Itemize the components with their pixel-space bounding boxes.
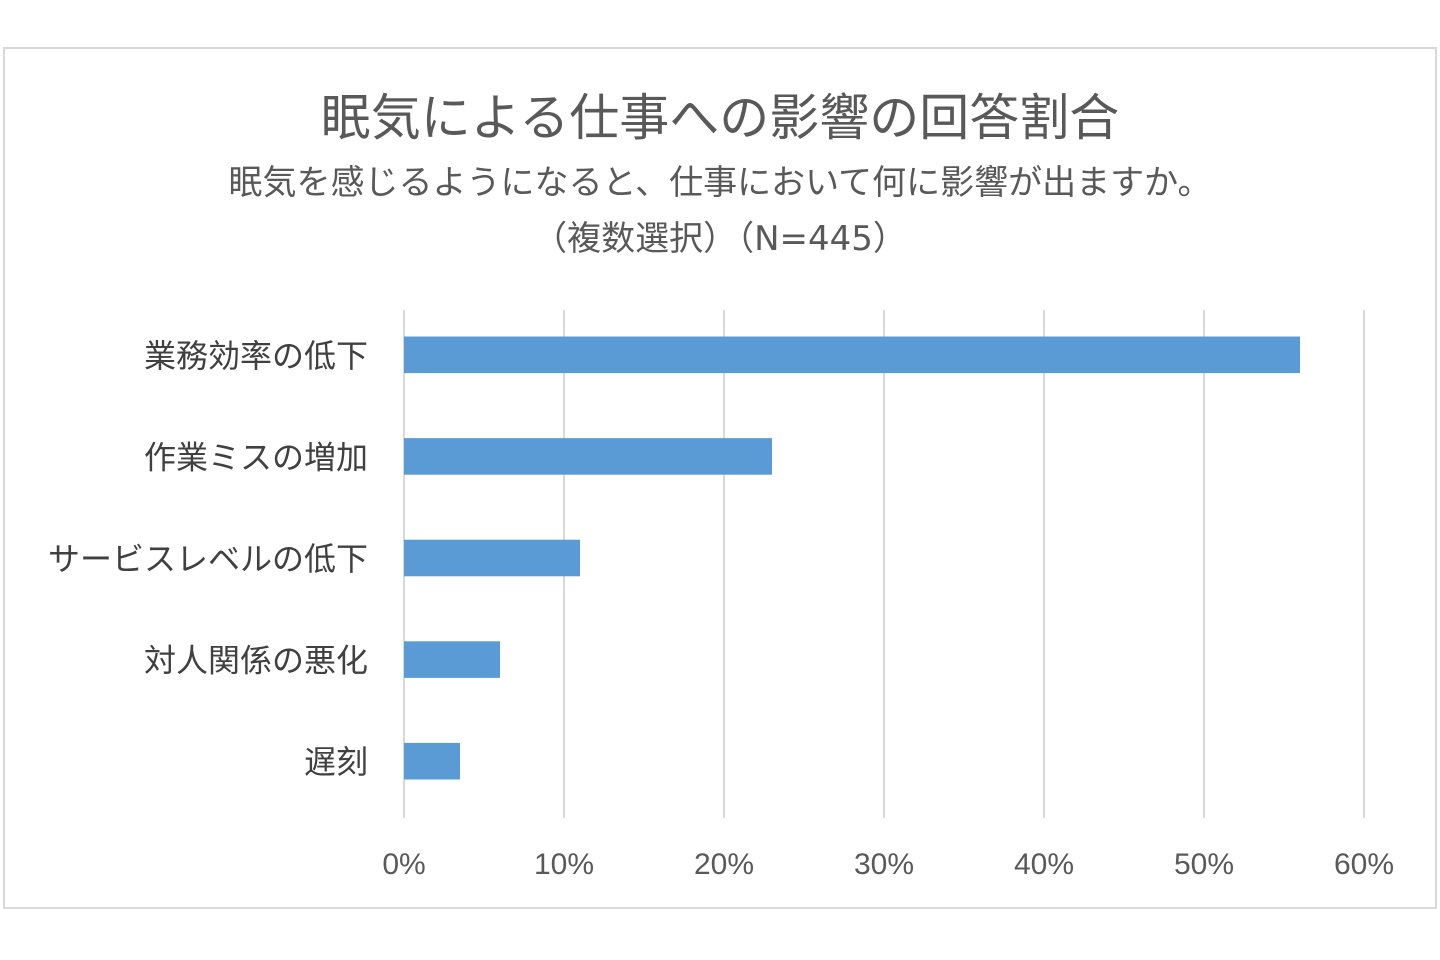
x-axis-tick-labels: 0% 10% 20% 30% 40% 50% 60% xyxy=(382,848,1394,881)
bars xyxy=(404,336,1300,780)
chart-subtitle-note: （複数選択）（N=445） xyxy=(533,219,907,259)
category-label: 業務効率の低下 xyxy=(144,337,368,375)
chart-frame xyxy=(3,47,1437,909)
chart-subtitle: 眠気を感じるようになると、仕事において何に影響が出ますか。 xyxy=(228,163,1212,203)
x-tick-label: 0% xyxy=(382,848,425,881)
x-tick-label: 20% xyxy=(694,848,754,881)
category-label: 対人関係の悪化 xyxy=(144,642,368,680)
category-label: 遅刻 xyxy=(304,743,368,781)
x-tick-label: 40% xyxy=(1014,848,1074,881)
bar xyxy=(404,742,460,780)
x-tick-label: 60% xyxy=(1334,848,1394,881)
bar xyxy=(404,641,500,678)
x-tick-label: 30% xyxy=(854,848,914,881)
chart-title: 眠気による仕事への影響の回答割合 xyxy=(320,89,1120,147)
x-tick-label: 50% xyxy=(1174,848,1234,881)
bar xyxy=(404,336,1300,374)
bar xyxy=(404,438,772,475)
bar xyxy=(404,539,580,577)
category-label: サービスレベルの低下 xyxy=(48,540,368,578)
category-label: 作業ミスの増加 xyxy=(144,438,368,476)
x-tick-label: 10% xyxy=(534,848,594,881)
